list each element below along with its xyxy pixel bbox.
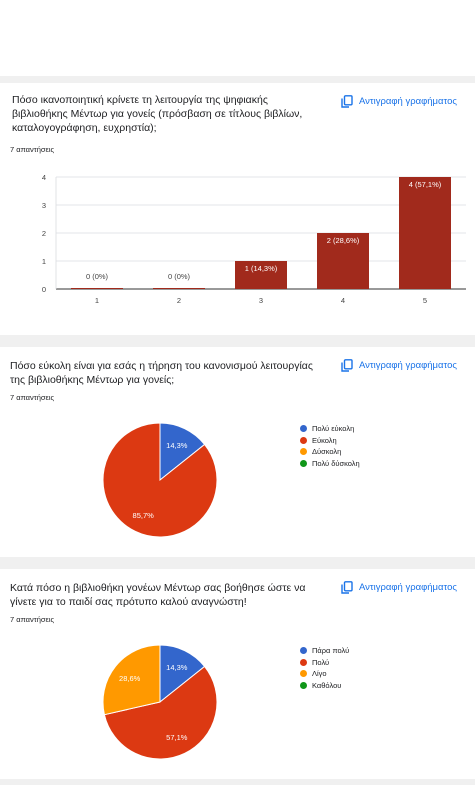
question-title: Πόσο ικανοποιητική κρίνετε τη λειτουργία…: [12, 93, 302, 135]
question-card-role-model: Κατά πόσο η βιβλιοθήκη γονέων Μέντωρ σας…: [0, 569, 475, 779]
pie-slice[interactable]: [103, 665, 218, 760]
pie-slice[interactable]: [102, 644, 161, 716]
copy-icon: [341, 359, 353, 372]
question-card-rules: Πόσο εύκολη είναι για εσάς η τήρηση του …: [0, 347, 475, 557]
legend-label: Πολύ δύσκολη: [312, 458, 360, 468]
pie-slice-label: 14,3%: [166, 663, 188, 672]
pie-chart-rules: 14,3% 85,7%: [102, 422, 218, 538]
question-title-line: Πόσο ικανοποιητική κρίνετε τη λειτουργία…: [12, 94, 268, 106]
bar-chart: 0 1 2 3 4 0 (0%) 1 0 (0%) 2 1 (14,3%) 3 2 (28,6%) 4 4…: [42, 173, 466, 305]
question-card-satisfaction: Πόσο ικανοποιητική κρίνετε τη λειτουργία…: [0, 83, 475, 335]
y-tick-label: 3: [42, 201, 46, 210]
y-tick-label: 4: [42, 173, 46, 182]
legend-swatch: [300, 681, 307, 689]
legend-swatch: [300, 670, 307, 678]
question-title-line: της βιβλιοθήκης Μέντωρ για γονείς;: [10, 374, 175, 386]
top-blank-area: [0, 0, 475, 76]
bar[interactable]: [153, 288, 205, 289]
legend-item[interactable]: Πάρα πολύ: [300, 645, 349, 657]
copy-icon: [341, 95, 353, 108]
legend-item[interactable]: Δύσκολη: [300, 446, 360, 458]
legend-label: Πολύ: [312, 657, 330, 667]
pie-chart-role-model: 14,3% 57,1% 28,6%: [102, 644, 218, 760]
legend-label: Καθόλου: [312, 680, 342, 690]
x-tick-label: 4: [341, 296, 345, 305]
pie-slice-label: 28,6%: [119, 674, 141, 683]
question-title-line: γίνετε για το παιδί σας πρότυπο καλού αν…: [10, 596, 247, 608]
pie-slice-label: 57,1%: [166, 733, 188, 742]
question-title-line: βιβλιοθήκης Μέντωρ για γονείς (πρόσβαση …: [12, 108, 303, 120]
legend-swatch: [300, 647, 307, 655]
question-title: Κατά πόσο η βιβλιοθήκη γονέων Μέντωρ σας…: [10, 581, 305, 609]
legend-item[interactable]: Πολύ εύκολη: [300, 423, 360, 435]
copy-chart-label: Αντιγραφή γραφήματος: [358, 582, 457, 593]
legend-item[interactable]: Εύκολη: [300, 435, 360, 447]
legend-item[interactable]: Πολύ: [300, 657, 349, 669]
legend-item[interactable]: Λίγο: [300, 668, 349, 680]
y-tick-label: 1: [42, 257, 46, 266]
x-tick-label: 2: [177, 296, 181, 305]
copy-chart-button[interactable]: Αντιγραφή γραφήματος: [341, 95, 457, 108]
question-title-line: Πόσο εύκολη είναι για εσάς η τήρηση του …: [10, 360, 313, 372]
pie-slice[interactable]: [102, 422, 218, 538]
x-tick-label: 1: [95, 296, 99, 305]
copy-chart-label: Αντιγραφή γραφήματος: [358, 360, 457, 371]
legend-label: Πολύ εύκολη: [312, 424, 355, 434]
copy-chart-button[interactable]: Αντιγραφή γραφήματος: [341, 581, 457, 594]
copy-icon: [341, 581, 353, 594]
bar-data-label: 0 (0%): [86, 272, 109, 281]
response-count: 7 απαντήσεις: [10, 145, 55, 154]
legend-swatch: [300, 459, 307, 467]
question-title-line: καταλογογράφηση, ευχρηστία);: [12, 122, 157, 134]
bar[interactable]: [71, 288, 123, 289]
bar[interactable]: [317, 233, 369, 289]
question-title: Πόσο εύκολη είναι για εσάς η τήρηση του …: [10, 359, 313, 387]
pie-legend: Πάρα πολύ Πολύ Λίγο Καθόλου: [300, 645, 349, 691]
pie-slice[interactable]: [159, 644, 206, 704]
legend-label: Πάρα πολύ: [312, 646, 350, 656]
response-count: 7 απαντήσεις: [10, 393, 55, 402]
pie-legend: Πολύ εύκολη Εύκολη Δύσκολη Πολύ δύσκολη: [300, 423, 360, 469]
legend-swatch: [300, 658, 307, 666]
x-tick-label: 5: [423, 296, 427, 305]
pie-slice-label: 85,7%: [133, 511, 155, 520]
bar-data-label: 4 (57,1%): [409, 180, 442, 189]
y-tick-label: 2: [42, 229, 46, 238]
pie-slice-label: 14,3%: [166, 441, 188, 450]
response-count: 7 απαντήσεις: [10, 615, 55, 624]
legend-label: Λίγο: [312, 669, 327, 679]
copy-chart-label: Αντιγραφή γραφήματος: [358, 96, 457, 107]
bar-data-label: 2 (28,6%): [327, 236, 360, 245]
copy-chart-button[interactable]: Αντιγραφή γραφήματος: [341, 359, 457, 372]
legend-swatch: [300, 436, 307, 444]
y-tick-label: 0: [42, 285, 46, 294]
question-title-line: Κατά πόσο η βιβλιοθήκη γονέων Μέντωρ σας…: [10, 582, 306, 594]
bar[interactable]: [399, 177, 451, 289]
legend-label: Δύσκολη: [312, 447, 342, 457]
legend-label: Εύκολη: [312, 435, 337, 445]
x-tick-label: 3: [259, 296, 263, 305]
legend-swatch: [300, 448, 307, 456]
bar[interactable]: [235, 261, 287, 289]
legend-item[interactable]: Πολύ δύσκολη: [300, 458, 360, 470]
pie-slice[interactable]: [159, 422, 206, 482]
legend-item[interactable]: Καθόλου: [300, 680, 349, 692]
bar-data-label: 1 (14,3%): [245, 264, 278, 273]
legend-swatch: [300, 425, 307, 433]
bar-data-label: 0 (0%): [168, 272, 191, 281]
